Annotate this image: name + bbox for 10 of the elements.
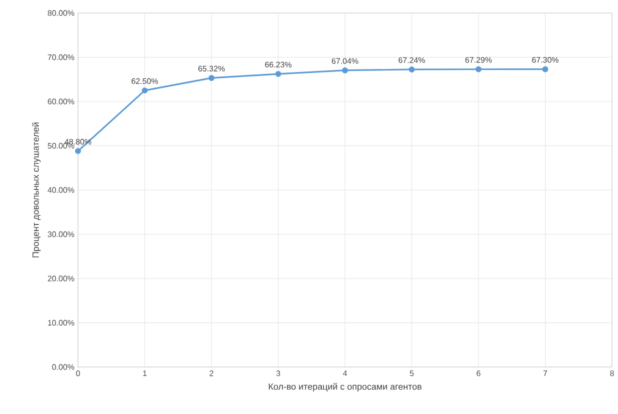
- point: [142, 87, 148, 94]
- point: [75, 148, 81, 154]
- y-axis-title: Процент довольных слушателей: [32, 122, 41, 258]
- point: [542, 66, 548, 72]
- x-axis-title: Кол-во итераций с опросами агентов: [268, 383, 422, 392]
- point: [208, 74, 214, 81]
- point: [342, 67, 348, 74]
- point: [408, 66, 415, 72]
- point: [476, 66, 482, 72]
- point: [275, 70, 282, 77]
